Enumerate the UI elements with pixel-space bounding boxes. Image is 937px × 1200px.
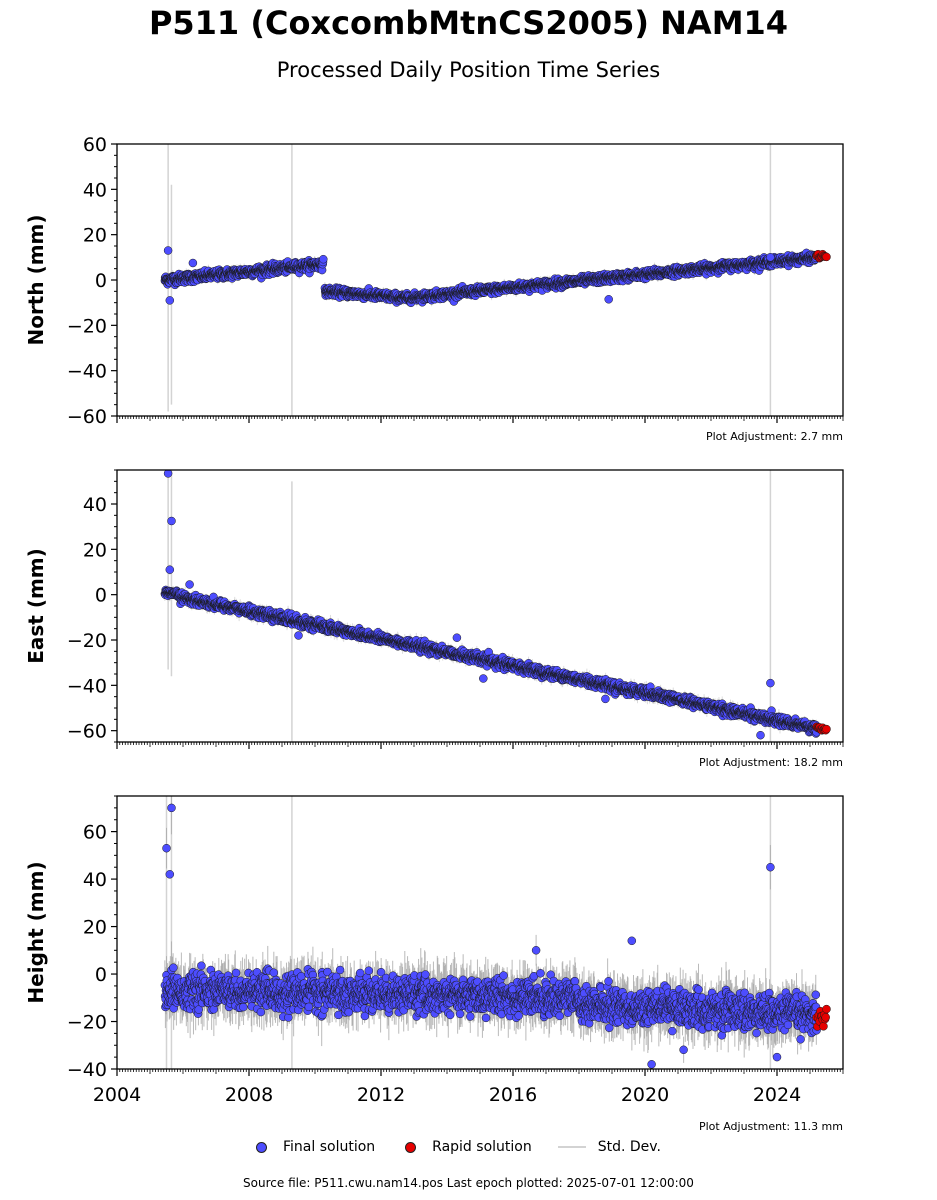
final-solution-point	[165, 296, 175, 305]
y-tick-label: 20	[83, 225, 107, 247]
final-solution-point	[319, 254, 328, 264]
panel-1: −60 −40 −20 0 20 40 60 North (mm) Plot Adjustmen…	[24, 134, 844, 443]
y-tick-label: 0	[95, 270, 107, 292]
final-solution-point	[163, 246, 173, 255]
plot-adjustment-label: Plot Adjustment: 2.7 mm	[706, 430, 843, 443]
chart-subtitle: Processed Daily Position Time Series	[276, 58, 661, 82]
rapid-solution-point	[822, 252, 831, 262]
y-tick-label: −40	[67, 361, 107, 383]
y-tick-label: 60	[83, 134, 107, 156]
y-tick-label: −60	[67, 406, 107, 428]
y-tick-label: −20	[67, 315, 107, 337]
plot-area	[160, 144, 831, 416]
y-tick-label: 40	[83, 179, 107, 201]
chart-title: P511 (CoxcombMtnCS2005) NAM14	[148, 4, 789, 42]
final-solution-point	[604, 295, 613, 304]
final-solution-point	[766, 253, 775, 262]
final-solution-point	[188, 258, 198, 268]
y-axis-label: North (mm)	[24, 214, 48, 345]
plot-area	[160, 470, 831, 742]
